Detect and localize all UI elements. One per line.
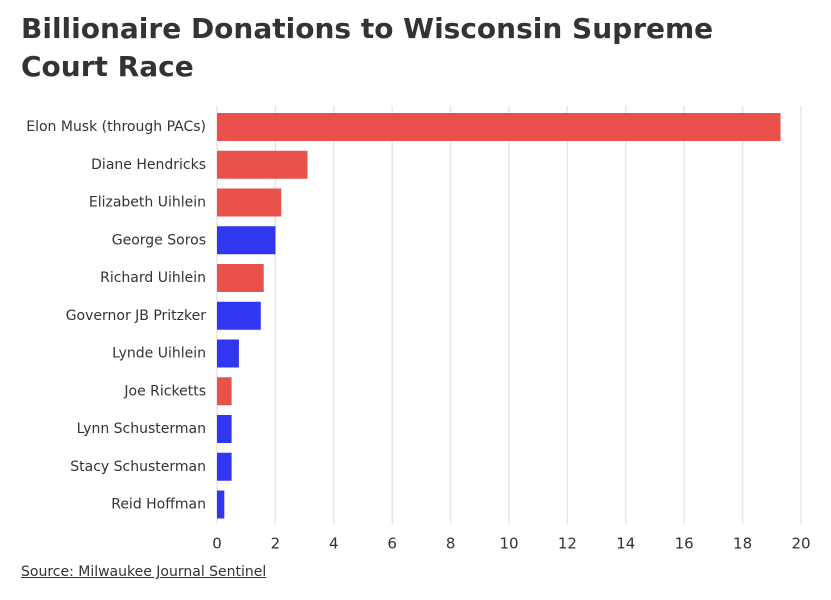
category-label: Joe Ricketts — [123, 383, 206, 399]
x-tick-label: 16 — [675, 535, 694, 553]
x-tick-label: 10 — [499, 535, 518, 553]
x-tick-label: 2 — [271, 535, 281, 553]
category-label: Richard Uihlein — [100, 270, 206, 286]
bars — [217, 113, 781, 519]
x-tick-label: 4 — [329, 535, 339, 553]
category-label: Governor JB Pritzker — [66, 308, 207, 324]
bar[interactable] — [217, 188, 282, 217]
x-tick-label: 8 — [446, 535, 456, 553]
bar[interactable] — [217, 113, 781, 141]
category-label: Lynde Uihlein — [112, 346, 206, 362]
bar[interactable] — [217, 226, 276, 255]
bar[interactable] — [217, 264, 264, 292]
category-label: Reid Hoffman — [111, 497, 206, 513]
x-tick-label: 0 — [212, 535, 222, 553]
x-tick-label: 20 — [791, 535, 810, 553]
category-label: George Soros — [112, 232, 206, 248]
x-axis-ticks: 0 2 4 6 8 10 12 14 16 18 20 — [212, 535, 810, 553]
chart-title: Billionaire Donations to Wisconsin Supre… — [21, 12, 714, 83]
source-link[interactable]: Source: Milwaukee Journal Sentinel — [21, 564, 267, 580]
category-label: Lynn Schusterman — [77, 421, 206, 437]
bar[interactable] — [217, 150, 308, 179]
category-label: Diane Hendricks — [91, 157, 206, 173]
x-tick-label: 18 — [733, 535, 752, 553]
x-tick-label: 6 — [387, 535, 397, 553]
bar[interactable] — [217, 452, 232, 481]
bar[interactable] — [217, 377, 232, 406]
x-tick-label: 14 — [616, 535, 635, 553]
bar[interactable] — [217, 339, 239, 368]
bar[interactable] — [217, 301, 261, 330]
category-label: Elizabeth Uihlein — [89, 195, 206, 211]
bar[interactable] — [217, 415, 232, 443]
x-tick-label: 12 — [558, 535, 577, 553]
bar[interactable] — [217, 490, 225, 519]
category-labels: Elon Musk (through PACs) Diane Hendricks E… — [26, 119, 206, 513]
category-label: Elon Musk (through PACs) — [26, 119, 206, 135]
category-label: Stacy Schusterman — [70, 459, 206, 475]
